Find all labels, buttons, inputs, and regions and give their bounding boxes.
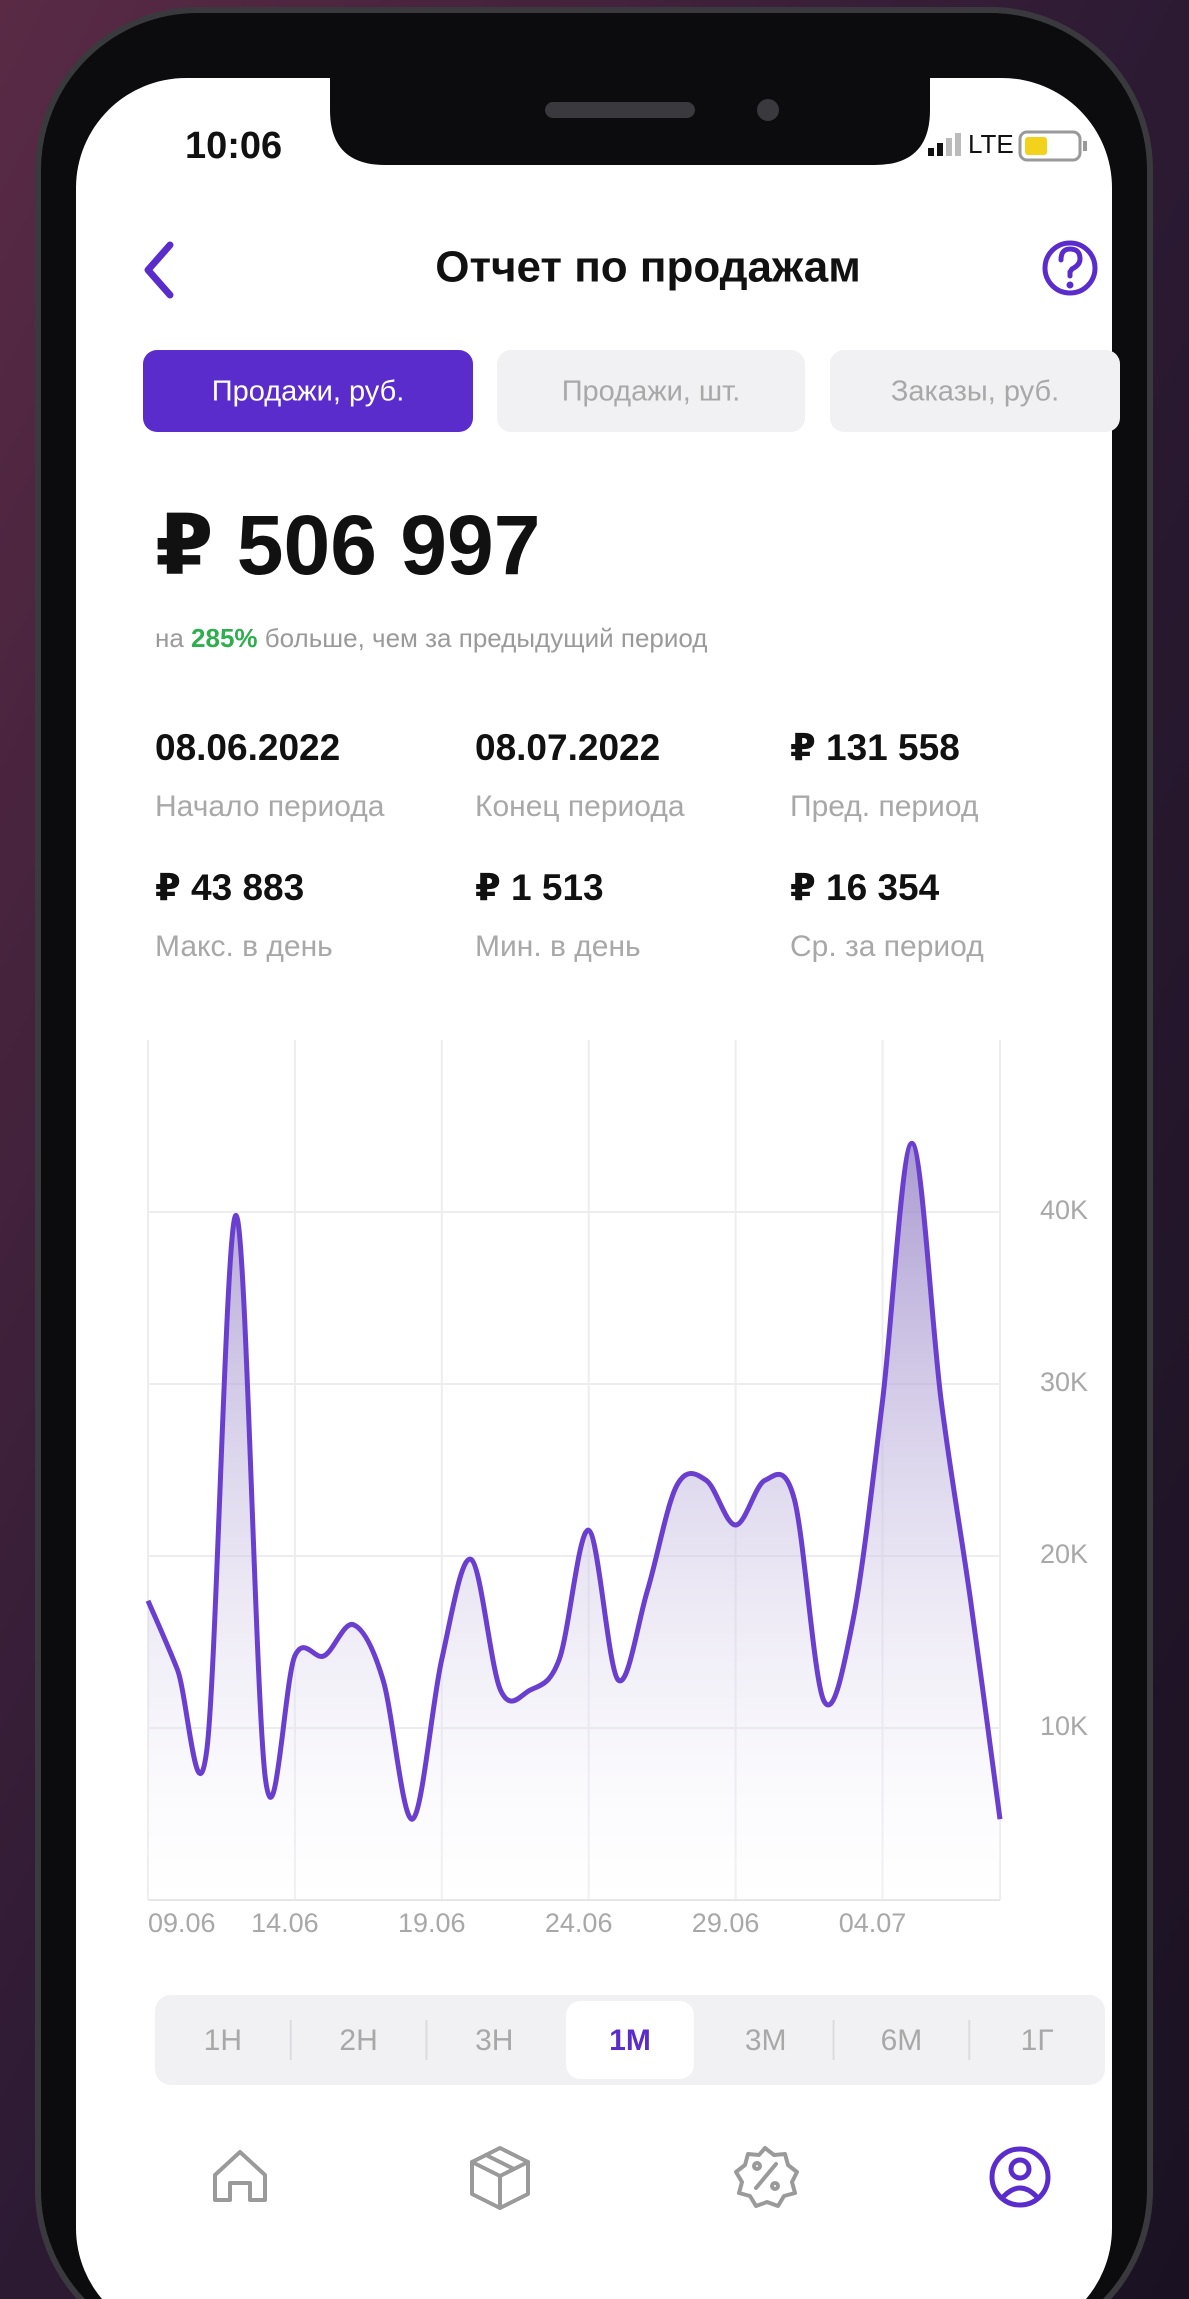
camera bbox=[757, 99, 779, 121]
period-option[interactable]: 3М bbox=[745, 2024, 787, 2057]
period-active-background bbox=[566, 2001, 694, 2079]
period-label: 2Н bbox=[339, 2024, 377, 2057]
tab-background bbox=[830, 350, 1120, 432]
bottom-nav bbox=[213, 2146, 1051, 2210]
period-option[interactable]: 1Н bbox=[204, 2024, 242, 2057]
tab-background bbox=[143, 350, 473, 432]
stat-label: Макс. в день bbox=[155, 930, 333, 963]
nav-profile[interactable] bbox=[989, 2146, 1051, 2208]
stat-value: 08.06.2022 bbox=[155, 727, 340, 768]
status-network: LTE bbox=[968, 129, 1014, 159]
tab-background bbox=[497, 350, 805, 432]
period-option[interactable]: 1М bbox=[566, 2001, 694, 2079]
y-tick-label: 30K bbox=[1040, 1367, 1088, 1397]
x-tick-label: 19.06 bbox=[398, 1908, 466, 1938]
period-label: 1М bbox=[609, 2024, 651, 2057]
x-tick-label: 14.06 bbox=[251, 1908, 319, 1938]
back-button[interactable] bbox=[144, 241, 174, 299]
stat-label: Начало периода bbox=[155, 790, 385, 823]
stat-value: 08.07.2022 bbox=[475, 727, 660, 768]
period-label: 6М bbox=[881, 2024, 923, 2057]
stat-value: ₽ 1 513 bbox=[475, 867, 604, 908]
chart: 10K 20K 30K 40K 09.06 14.06 19.06 24.06 29.06 04.… bbox=[145, 1040, 1088, 1938]
stat-label: Пред. период bbox=[790, 790, 978, 823]
stat-label: Мин. в день bbox=[475, 930, 641, 963]
battery bbox=[1018, 130, 1087, 162]
x-tick-label: 09.06 bbox=[148, 1908, 216, 1938]
status-time: 10:06 bbox=[185, 125, 282, 167]
stat-label: Ср. за период bbox=[790, 930, 984, 963]
nav-home[interactable] bbox=[213, 2150, 267, 2202]
stat-value: ₽ 131 558 bbox=[790, 727, 960, 768]
stat-label: Конец периода bbox=[475, 790, 685, 823]
total-value: ₽ 506 997 bbox=[155, 498, 540, 592]
y-tick-label: 10K bbox=[1040, 1711, 1088, 1741]
change-text: на 285% больше, чем за предыдущий период bbox=[155, 623, 707, 653]
notch bbox=[330, 78, 930, 165]
period-option[interactable]: 3Н bbox=[425, 2020, 513, 2060]
period-label: 1Г bbox=[1021, 2024, 1054, 2057]
tab-label: Продажи, руб. bbox=[212, 376, 405, 408]
change-suffix: больше, чем за предыдущий период bbox=[258, 623, 708, 653]
area bbox=[148, 1143, 1000, 1900]
stat-value: ₽ 43 883 bbox=[155, 867, 304, 908]
tab-label: Продажи, шт. bbox=[562, 376, 741, 408]
signal bbox=[928, 133, 961, 156]
tab[interactable]: Заказы, руб. bbox=[830, 350, 1120, 432]
tab[interactable]: Продажи, руб. bbox=[143, 350, 473, 432]
help-button[interactable] bbox=[1042, 240, 1098, 296]
period-label: 3Н bbox=[475, 2024, 513, 2057]
period-option[interactable]: 1Г bbox=[968, 2020, 1054, 2060]
x-tick-label: 04.07 bbox=[839, 1908, 907, 1938]
x-tick-label: 29.06 bbox=[692, 1908, 760, 1938]
period-option[interactable]: 2Н bbox=[289, 2020, 378, 2060]
period-label: 3М bbox=[745, 2024, 787, 2057]
stat-value: ₽ 16 354 bbox=[790, 867, 940, 908]
change-prefix: на bbox=[155, 623, 191, 653]
stats: 08.06.2022 Начало периода 08.07.2022 Конец … bbox=[155, 727, 984, 963]
tab-label: Заказы, руб. bbox=[891, 376, 1059, 408]
tab[interactable]: Продажи, шт. bbox=[497, 350, 805, 432]
speaker bbox=[545, 102, 695, 118]
nav-promotions[interactable] bbox=[734, 2146, 799, 2208]
page-title: Отчет по продажам bbox=[435, 243, 861, 292]
nav-products[interactable] bbox=[470, 2146, 530, 2210]
line bbox=[145, 1140, 1003, 1822]
period-selector: 1Н 2Н 3Н 1М 3М 6М 1Г bbox=[155, 1995, 1105, 2085]
tabs: Продажи, руб. Продажи, шт. Заказы, руб. bbox=[143, 350, 1120, 432]
x-tick-label: 24.06 bbox=[545, 1908, 613, 1938]
y-tick-label: 20K bbox=[1040, 1539, 1088, 1569]
period-label: 1Н bbox=[204, 2024, 242, 2057]
y-tick-label: 40K bbox=[1040, 1195, 1088, 1225]
change-value: 285% bbox=[191, 623, 258, 653]
period-option[interactable]: 6М bbox=[832, 2020, 923, 2060]
